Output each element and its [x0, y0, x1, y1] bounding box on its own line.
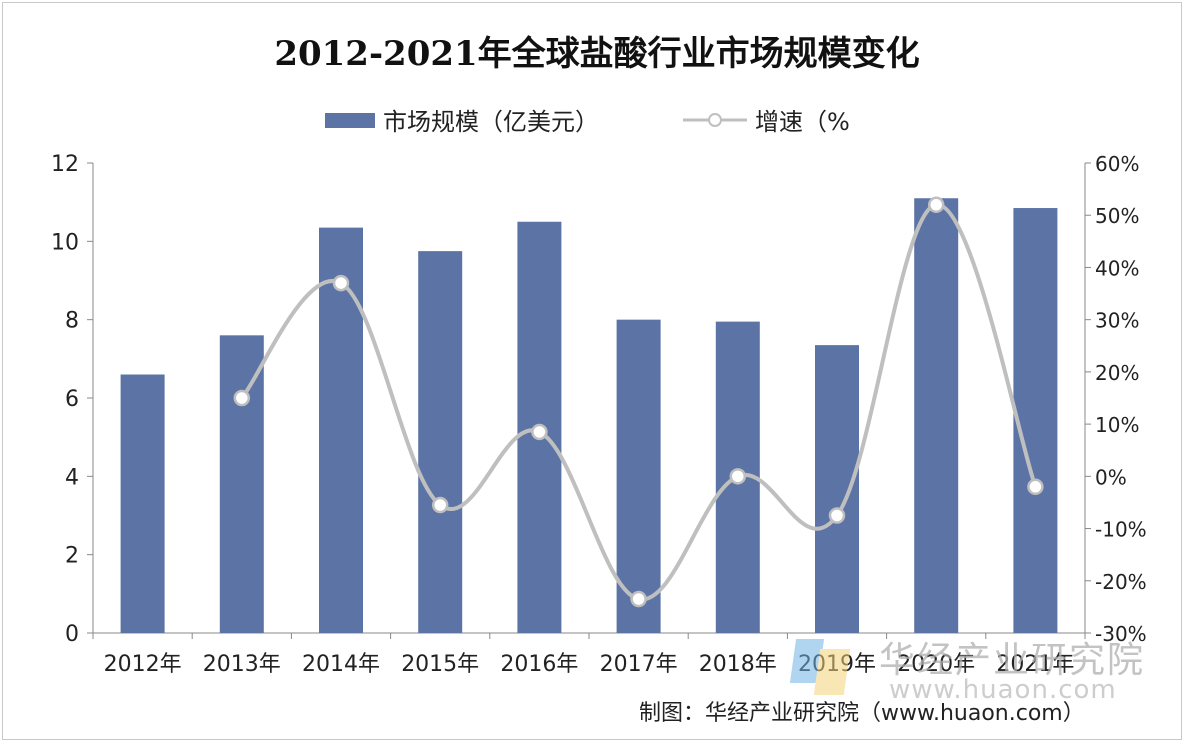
watermark-logo-icon — [789, 639, 853, 699]
y-right-tick-label: 20% — [1095, 361, 1139, 385]
axes: 0 2 4 6 8 10 12 -30% -20% -10% 0% 10% 20% 30% 40% 50% 60… — [51, 152, 1147, 647]
growth-point — [531, 423, 548, 441]
legend-marker-line — [708, 113, 722, 127]
y-left-tick-label: 8 — [65, 309, 79, 334]
watermark-domain: www.huaon.com — [889, 675, 1117, 705]
legend-swatch-bar — [325, 113, 375, 128]
y-right-tick-label: 10% — [1095, 413, 1139, 437]
y-left-tick-label: 10 — [51, 230, 79, 255]
y-left-tick-label: 2 — [65, 544, 79, 569]
growth-point — [332, 274, 350, 292]
bar — [914, 198, 959, 633]
legend: 市场规模（亿美元） 增速（% — [325, 108, 850, 136]
growth-point — [431, 496, 449, 514]
y-right-tick-label: -30% — [1095, 622, 1147, 646]
legend-label-bar: 市场规模（亿美元） — [383, 108, 599, 136]
bar — [1013, 208, 1058, 633]
y-left-tick-label: 4 — [65, 465, 79, 490]
legend-label-line: 增速（% — [755, 108, 850, 136]
growth-line-path — [240, 202, 1038, 602]
bar — [319, 227, 363, 633]
x-tick-label: 2021年 — [996, 652, 1074, 677]
watermark-name: 华经产业研究院 — [879, 640, 1146, 681]
growth-point — [729, 468, 747, 485]
bar — [815, 345, 859, 633]
source-note: 制图：华经产业研究院（www.huaon.com） — [639, 701, 1085, 726]
growth-point — [828, 507, 846, 524]
x-tick-label: 2020年 — [897, 652, 975, 677]
bar — [616, 319, 661, 633]
x-tick-label: 2016年 — [500, 652, 578, 677]
y-right-tick-label: 0% — [1095, 465, 1127, 489]
x-tick-label: 2014年 — [302, 652, 380, 677]
growth-point — [927, 196, 945, 214]
y-right-tick-label: 40% — [1095, 256, 1139, 280]
bar — [219, 335, 264, 633]
y-right-tick-label: -10% — [1095, 518, 1147, 542]
growth-point — [1027, 478, 1044, 496]
y-left-tick-label: 12 — [51, 152, 79, 177]
x-tick-label: 2017年 — [600, 652, 678, 677]
y-left-tick-label: 6 — [65, 387, 79, 412]
bar — [120, 374, 165, 633]
x-tick-label: 2015年 — [401, 652, 479, 677]
chart-svg: 2012-2021年全球盐酸行业市场规模变化 市场规模（亿美元） 增速（% 0 2 4… — [51, 34, 1147, 677]
x-tick-label: 2012年 — [104, 652, 182, 677]
chart-title: 2012-2021年全球盐酸行业市场规模变化 — [274, 34, 919, 74]
watermark: 华经产业研究院 www.huaon.com — [789, 631, 1153, 711]
bars — [120, 198, 1058, 633]
growth-line — [233, 196, 1044, 608]
growth-point — [233, 389, 251, 407]
y-right-tick-label: 50% — [1095, 204, 1139, 228]
growth-point — [630, 590, 647, 608]
y-right-tick-label: 60% — [1095, 152, 1139, 176]
x-tick-label: 2018年 — [699, 652, 777, 677]
y-right-tick-label: 30% — [1095, 309, 1139, 333]
y-left-tick-label: 0 — [65, 622, 79, 647]
x-tick-label: 2013年 — [203, 652, 281, 677]
bar — [418, 251, 463, 633]
y-right-tick-label: -20% — [1095, 570, 1147, 594]
